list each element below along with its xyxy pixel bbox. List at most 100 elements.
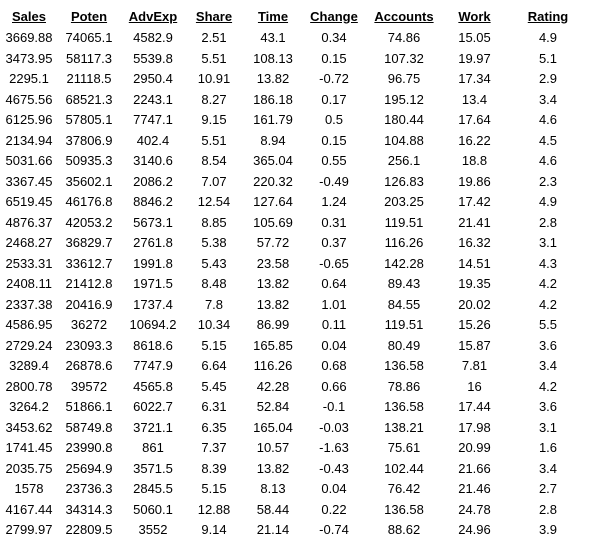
table-cell[interactable]: 13.82 — [256, 276, 290, 291]
table-cell[interactable]: 0.66 — [321, 378, 347, 394]
table-cell[interactable]: 6022.7 — [133, 399, 173, 414]
table-cell[interactable]: 8.27 — [201, 91, 227, 107]
table-cell[interactable]: 8.39 — [201, 460, 227, 476]
table-cell[interactable]: 119.51 — [384, 214, 424, 230]
table-cell[interactable]: 5.1 — [538, 50, 558, 66]
table-cell[interactable]: 76.42 — [387, 481, 421, 496]
table-cell[interactable]: 12.54 — [197, 194, 231, 209]
table-cell[interactable]: 3669.88 — [5, 30, 53, 45]
table-cell[interactable]: 3367.45 — [5, 173, 53, 189]
table-cell[interactable]: 22809.5 — [65, 522, 113, 537]
table-cell[interactable]: 2243.1 — [133, 91, 173, 107]
table-cell[interactable]: 3.9 — [538, 522, 558, 537]
table-cell[interactable]: 51866.1 — [65, 399, 113, 414]
table-cell[interactable]: 127.64 — [253, 194, 293, 209]
table-cell[interactable]: 0.17 — [321, 91, 347, 107]
table-cell[interactable]: 6.35 — [201, 419, 227, 435]
table-cell[interactable]: 20.99 — [458, 440, 491, 455]
table-cell[interactable]: 58749.8 — [65, 419, 113, 435]
table-cell[interactable]: 21118.5 — [66, 71, 112, 86]
table-cell[interactable]: -0.03 — [319, 419, 349, 435]
table-cell[interactable]: 4.3 — [538, 255, 558, 271]
table-cell[interactable]: 5539.8 — [133, 50, 173, 66]
column-header-rating[interactable]: Rating — [527, 8, 569, 24]
table-cell[interactable]: 36272 — [70, 317, 108, 332]
table-cell[interactable]: 2.7 — [538, 481, 558, 496]
table-cell[interactable]: 203.25 — [384, 194, 424, 209]
table-cell[interactable]: 13.82 — [256, 71, 290, 86]
table-cell[interactable]: 34314.3 — [65, 501, 113, 517]
table-cell[interactable]: 2950.4 — [133, 71, 173, 86]
table-cell[interactable]: 3552 — [138, 522, 168, 537]
table-cell[interactable]: 2086.2 — [133, 173, 173, 189]
table-cell[interactable]: 116.26 — [384, 235, 424, 250]
table-cell[interactable]: 26878.6 — [65, 358, 113, 373]
table-cell[interactable]: 0.37 — [321, 235, 347, 250]
table-cell[interactable]: 4.2 — [538, 296, 558, 312]
table-cell[interactable]: 58117.3 — [65, 50, 113, 66]
table-cell[interactable]: 2800.78 — [5, 378, 53, 394]
table-cell[interactable]: 7.81 — [461, 358, 488, 373]
table-cell[interactable]: 21.41 — [458, 214, 491, 230]
table-cell[interactable]: 15.26 — [458, 317, 491, 332]
table-cell[interactable]: 1741.45 — [5, 440, 53, 455]
table-cell[interactable]: 10.57 — [256, 440, 290, 455]
table-cell[interactable]: 3.4 — [538, 460, 558, 476]
table-cell[interactable]: 0.22 — [321, 501, 347, 517]
table-cell[interactable]: 21.66 — [458, 460, 491, 476]
table-cell[interactable]: 5.15 — [201, 481, 227, 496]
table-cell[interactable]: 43.1 — [260, 30, 286, 45]
table-cell[interactable]: 4.9 — [538, 194, 558, 209]
table-cell[interactable]: 2035.75 — [5, 460, 53, 476]
table-cell[interactable]: 13.82 — [256, 460, 290, 476]
table-cell[interactable]: 5031.66 — [5, 153, 53, 168]
table-cell[interactable]: 3140.6 — [133, 153, 173, 168]
table-cell[interactable]: 102.44 — [384, 460, 424, 476]
table-cell[interactable]: 86.99 — [256, 317, 290, 332]
table-cell[interactable]: 7.07 — [201, 173, 227, 189]
table-cell[interactable]: 2.9 — [538, 71, 558, 86]
table-cell[interactable]: 3.6 — [538, 399, 558, 414]
column-header-accounts[interactable]: Accounts — [374, 8, 434, 24]
table-cell[interactable]: 39572 — [70, 378, 108, 394]
table-cell[interactable]: 4876.37 — [5, 214, 53, 230]
table-cell[interactable]: 42053.2 — [65, 214, 113, 230]
table-cell[interactable]: 74.86 — [387, 30, 421, 45]
table-cell[interactable]: 7.8 — [204, 296, 224, 312]
table-cell[interactable]: 138.21 — [384, 419, 424, 435]
table-cell[interactable]: 4167.44 — [5, 501, 53, 517]
table-cell[interactable]: 2337.38 — [5, 296, 53, 312]
table-cell[interactable]: 119.51 — [384, 317, 424, 332]
table-cell[interactable]: 365.04 — [253, 153, 293, 168]
table-cell[interactable]: 23990.8 — [65, 440, 113, 455]
table-cell[interactable]: 8846.2 — [133, 194, 173, 209]
table-cell[interactable]: 256.1 — [387, 153, 421, 168]
table-cell[interactable]: 6.31 — [201, 399, 227, 414]
table-cell[interactable]: 2.8 — [538, 501, 558, 517]
table-cell[interactable]: 3.1 — [538, 419, 558, 435]
table-cell[interactable]: 10.34 — [197, 317, 231, 332]
table-cell[interactable]: 0.64 — [321, 276, 347, 291]
table-cell[interactable]: 10.91 — [197, 71, 231, 86]
table-cell[interactable]: 74065.1 — [65, 30, 113, 45]
table-cell[interactable]: 0.5 — [324, 112, 344, 127]
table-cell[interactable]: 17.44 — [458, 399, 491, 414]
table-cell[interactable]: 13.82 — [256, 296, 290, 312]
table-cell[interactable]: 2408.11 — [5, 276, 53, 291]
table-cell[interactable]: 5.51 — [201, 132, 227, 148]
table-cell[interactable]: 21412.8 — [65, 276, 113, 291]
table-cell[interactable]: 5.45 — [201, 378, 227, 394]
table-cell[interactable]: 3.4 — [538, 358, 558, 373]
table-cell[interactable]: 88.62 — [387, 522, 421, 537]
table-cell[interactable]: 24.78 — [458, 501, 491, 517]
table-cell[interactable]: 35602.1 — [65, 173, 113, 189]
table-cell[interactable]: 2.8 — [538, 214, 558, 230]
table-cell[interactable]: 4.2 — [538, 276, 558, 291]
table-cell[interactable]: 15.05 — [458, 30, 491, 45]
table-cell[interactable]: 2729.24 — [5, 337, 53, 353]
table-cell[interactable]: 180.44 — [384, 112, 424, 127]
table-cell[interactable]: 17.42 — [458, 194, 491, 209]
table-cell[interactable]: 2761.8 — [133, 235, 173, 250]
table-cell[interactable]: 186.18 — [253, 91, 293, 107]
column-header-work[interactable]: Work — [458, 8, 491, 24]
